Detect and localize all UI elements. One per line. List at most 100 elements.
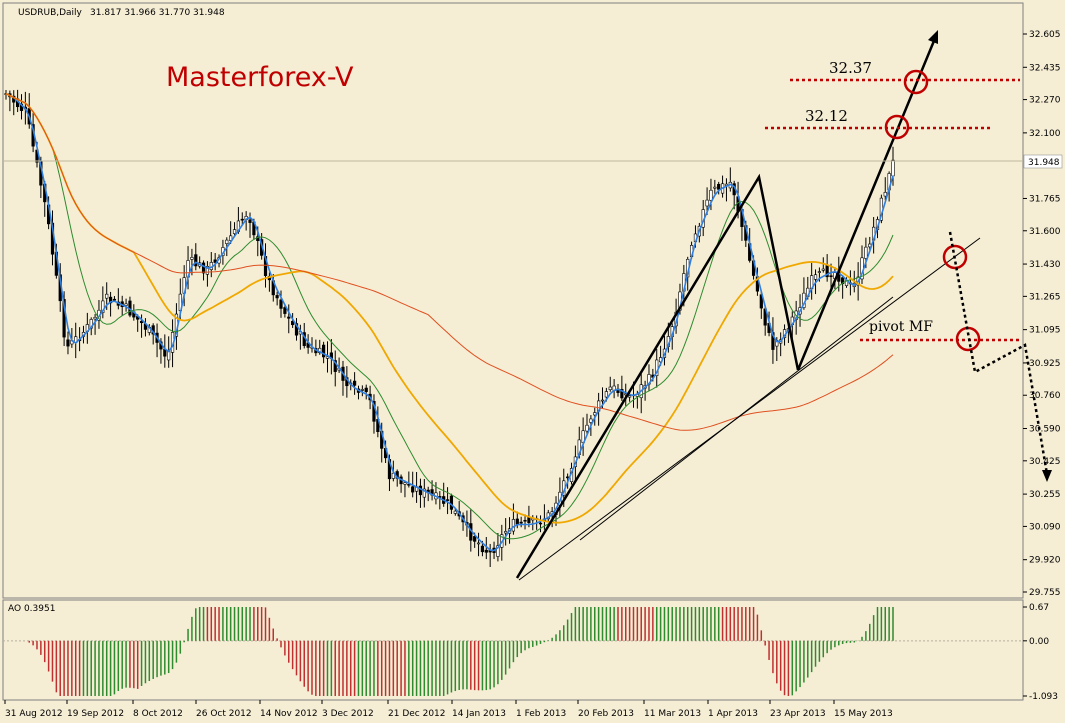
date-tick-label: 3 Dec 2012: [322, 709, 374, 719]
candle-body: [620, 389, 624, 399]
candle-body: [232, 229, 237, 234]
alternative-path-arrowhead: [1042, 470, 1052, 482]
candle-body: [124, 303, 128, 306]
candle-body: [480, 545, 485, 553]
date-tick-label: 19 Sep 2012: [67, 709, 124, 719]
price-tick-label: 32.435: [1029, 63, 1061, 73]
ao-tick-label: -1.093: [1029, 692, 1058, 702]
date-tick-label: 11 Mar 2013: [644, 709, 701, 719]
date-tick-label: 14 Nov 2012: [260, 709, 318, 719]
annotation-level-high: 32.37: [829, 59, 872, 77]
candle-body: [511, 519, 516, 532]
candle-body: [139, 320, 144, 324]
candle-body: [364, 387, 368, 392]
ma-fast-line: [5, 92, 894, 552]
candle-body: [112, 298, 117, 301]
candle-body: [829, 275, 833, 278]
candle-body: [821, 268, 825, 271]
candle-body: [422, 488, 426, 498]
candle-body: [817, 271, 822, 273]
price-tick-label: 30.760: [1029, 391, 1061, 401]
candle-body: [484, 549, 488, 553]
indicator-label: AO 0.3951: [8, 604, 55, 614]
annotation-level-mid: 32.12: [805, 107, 848, 125]
wave-lines: [515, 173, 800, 579]
price-tick-label: 30.090: [1029, 522, 1061, 532]
date-tick-label: 15 May 2013: [834, 709, 893, 719]
candle-body: [360, 389, 364, 391]
candle-body: [322, 344, 326, 358]
candle-body: [519, 521, 523, 524]
price-tick-label: 29.920: [1029, 556, 1061, 566]
date-tick-label: 1 Feb 2013: [516, 709, 566, 719]
candle-body: [194, 254, 198, 267]
ao-tick-label: 0.67: [1029, 603, 1049, 613]
current-price-box: [1023, 154, 1063, 169]
candle-body: [449, 495, 454, 510]
candle-body: [759, 294, 763, 309]
price-panel-frame: [2, 2, 1024, 599]
candle-body: [600, 399, 605, 402]
candle-body: [515, 518, 519, 525]
watermark: Masterforex-V: [166, 62, 354, 93]
candle-body: [476, 542, 481, 545]
candle-body: [201, 262, 206, 274]
candle-body: [445, 499, 450, 501]
date-tick-label: 31 Aug 2012: [5, 709, 63, 719]
price-tick-label: 30.590: [1029, 425, 1061, 435]
candle-body: [628, 395, 632, 398]
chart-header-ohlc: 31.817 31.966 31.770 31.948: [90, 8, 225, 18]
ma-long-line: [5, 93, 894, 431]
candle-body: [240, 218, 244, 221]
date-tick-label: 14 Jan 2013: [452, 709, 506, 719]
candle-body: [190, 257, 194, 260]
price-tick-label: 30.255: [1029, 490, 1061, 500]
candle-body: [353, 380, 357, 386]
candle-body: [589, 418, 593, 423]
price-tick-label: 32.270: [1029, 96, 1061, 106]
indicator-panel-frame: [2, 599, 1024, 701]
candle-body: [229, 235, 233, 241]
price-tick-label: 30.925: [1029, 359, 1061, 369]
candle-body: [717, 183, 721, 190]
reversal-circle: [942, 244, 968, 270]
candle-body: [287, 316, 291, 319]
candle-body: [523, 519, 527, 522]
price-tick-label: 31.095: [1029, 326, 1061, 336]
candle-body: [538, 522, 543, 525]
candle-body: [705, 199, 709, 207]
candle-body: [279, 299, 283, 309]
candle-body: [205, 266, 210, 275]
price-tick-label: 31.430: [1029, 260, 1061, 270]
price-tick-label: 31.600: [1029, 227, 1061, 237]
chart-header-symbol: USDRUB,Daily: [18, 8, 83, 18]
date-tick-label: 8 Oct 2012: [133, 709, 183, 719]
candle-body: [891, 159, 895, 177]
date-tick-label: 20 Feb 2013: [578, 709, 634, 719]
candle-body: [62, 299, 66, 338]
price-tick-label: 31.765: [1029, 194, 1061, 204]
candle-body: [411, 486, 415, 493]
candle-body: [473, 536, 477, 542]
candle-body: [403, 482, 407, 485]
date-tick-label: 23 Apr 2013: [770, 709, 826, 719]
ma-slow-line: [5, 92, 894, 524]
price-tick-label: 32.605: [1029, 30, 1061, 40]
candle-body: [291, 320, 295, 326]
candle-body: [93, 316, 97, 320]
date-tick-label: 21 Dec 2012: [388, 709, 446, 719]
candle-body: [813, 274, 818, 280]
candle-body: [496, 545, 500, 557]
candle-body: [453, 510, 457, 514]
candle-body: [275, 295, 279, 299]
candle-body: [101, 300, 105, 313]
candle-body: [248, 219, 252, 223]
candle-body: [66, 339, 70, 347]
candle-body: [585, 424, 589, 432]
candle-body: [283, 307, 287, 314]
candle-body: [418, 485, 423, 496]
candle-body: [713, 186, 717, 189]
price-tick-label: 29.755: [1029, 588, 1061, 598]
candle-body: [604, 391, 608, 398]
